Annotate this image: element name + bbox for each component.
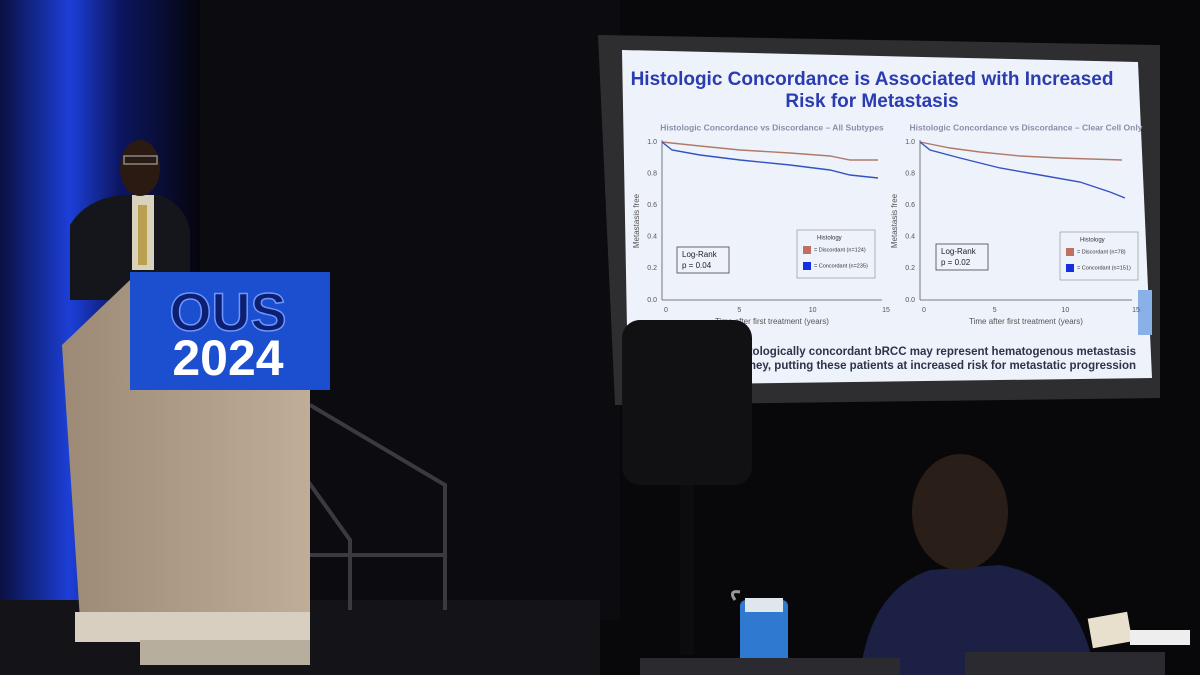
survival-curve: [919, 141, 1123, 161]
chair: [640, 658, 900, 675]
survival-curve: [661, 141, 878, 161]
survival-curve: [661, 141, 879, 179]
legend-swatch: [1066, 248, 1074, 256]
podium-text: 2024: [172, 330, 283, 386]
slide-title: Histologic Concordance is Associated wit…: [631, 69, 1114, 90]
x-tick-label: 15: [1132, 307, 1140, 314]
legend-label: = Discordant (n=124): [814, 247, 866, 253]
x-tick-label: 0: [922, 307, 926, 314]
legend-label: = Discordant (n=78): [1077, 249, 1126, 255]
conclusion: of histologically concordant bRCC may re…: [718, 346, 1136, 358]
legend-label: = Concordant (n=235): [814, 263, 868, 269]
chair: [965, 652, 1165, 675]
y-axis-label: Metastasis free: [632, 193, 641, 248]
conclusion: ral kidney, putting these patients at in…: [715, 360, 1136, 372]
loudspeaker: [622, 320, 752, 655]
audience-member: [860, 454, 1190, 675]
legend-title: Histology: [1080, 238, 1105, 244]
y-tick-label: 0.4: [905, 234, 915, 241]
legend-swatch: [803, 246, 811, 254]
x-tick-label: 5: [737, 307, 741, 314]
x-tick-label: 10: [1061, 307, 1069, 314]
podium-text: OUS: [169, 282, 286, 342]
y-tick-label: 1.0: [647, 139, 657, 146]
y-tick-label: 0.4: [647, 234, 657, 241]
podium: OUS 2024: [62, 272, 330, 665]
log-rank-box: [676, 246, 730, 274]
legend-label: = Concordant (n=151): [1077, 265, 1131, 271]
legend-swatch: [803, 262, 811, 270]
slide: Histologic Concordance is Associated wit…: [622, 50, 1152, 385]
y-tick-label: 0.0: [647, 297, 657, 304]
legend-box: [1059, 231, 1139, 281]
x-axis-label: Time after first treatment (years): [969, 317, 1083, 326]
x-tick-label: 10: [809, 307, 817, 314]
legend-title: Histology: [817, 236, 842, 242]
slide-accent: [1138, 290, 1152, 335]
slide-title: Risk for Metastasis: [785, 91, 958, 112]
chart-title: Histologic Concordance vs Discordance – …: [910, 122, 1143, 132]
y-tick-label: 0.6: [905, 202, 915, 209]
chart-title: Histologic Concordance vs Discordance – …: [660, 122, 884, 132]
slide-background: [622, 50, 1152, 385]
legend-swatch: [1066, 264, 1074, 272]
survival-curve: [919, 141, 1126, 199]
x-tick-label: 15: [882, 307, 890, 314]
legend-box: [796, 229, 876, 279]
y-tick-label: 0.2: [905, 265, 915, 272]
log-rank-label: Log-Rank: [682, 250, 718, 259]
y-axis-label: Metastasis free: [890, 193, 899, 248]
p-value: p = 0.02: [941, 258, 971, 267]
x-axis-label: Time after first treatment (years): [715, 317, 829, 326]
p-value: p = 0.04: [682, 261, 712, 270]
y-tick-label: 0.0: [905, 297, 915, 304]
log-rank-label: Log-Rank: [941, 247, 977, 256]
water-bottle: [730, 590, 788, 665]
x-tick-label: 5: [993, 307, 997, 314]
log-rank-box: [935, 243, 989, 271]
y-tick-label: 1.0: [905, 139, 915, 146]
y-tick-label: 0.6: [647, 202, 657, 209]
x-tick-label: 0: [664, 307, 668, 314]
y-tick-label: 0.2: [647, 265, 657, 272]
y-tick-label: 0.8: [647, 170, 657, 177]
y-tick-label: 0.8: [905, 170, 915, 177]
railing: [290, 403, 447, 610]
